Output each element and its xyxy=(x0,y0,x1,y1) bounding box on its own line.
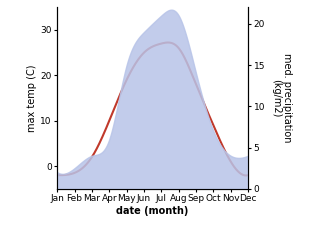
Y-axis label: med. precipitation
(kg/m2): med. precipitation (kg/m2) xyxy=(271,53,292,143)
Y-axis label: max temp (C): max temp (C) xyxy=(27,64,38,132)
X-axis label: date (month): date (month) xyxy=(116,206,189,216)
